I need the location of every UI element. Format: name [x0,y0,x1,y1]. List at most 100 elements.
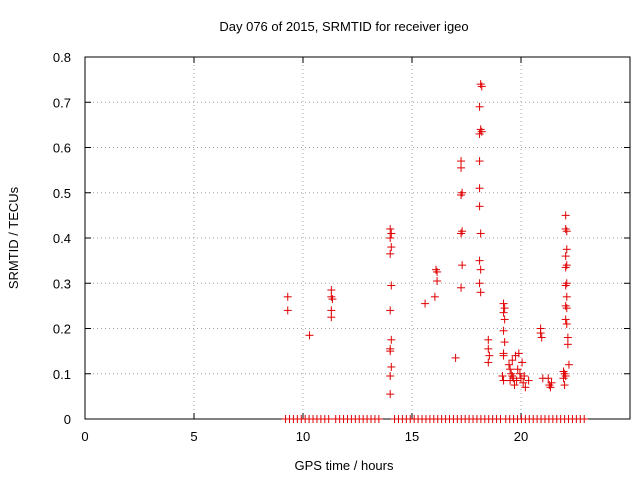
data-point [327,292,336,301]
data-point [433,276,442,285]
data-point [327,306,336,315]
data-point [386,372,395,381]
data-point [477,82,486,91]
data-point [563,340,572,349]
data-point [506,365,515,374]
data-point [386,234,395,242]
data-point [475,184,484,193]
data-point [476,288,485,297]
data-point [564,360,573,369]
data-point [484,335,493,344]
y-tick-label: 0.5 [53,186,71,201]
data-point [562,279,571,288]
x-axis-label: GPS time / hours [295,458,394,473]
data-point [457,229,466,238]
x-tick-label: 10 [296,429,310,444]
data-point [387,229,396,238]
data-point [505,360,514,369]
baseline-point [324,415,333,423]
data-point [500,315,509,324]
data-point [499,308,508,317]
data-point [387,362,396,371]
data-point [507,369,516,378]
data-point [431,265,440,274]
data-point [477,127,486,136]
data-point [386,306,395,315]
data-point [521,383,530,392]
data-point [458,261,467,270]
data-point [561,211,570,220]
y-tick-label: 0.8 [53,50,71,65]
data-point [283,292,292,301]
data-point [386,249,395,258]
data-point [457,283,466,292]
data-point [458,188,467,197]
x-tick-label: 20 [514,429,528,444]
data-point [475,202,484,211]
data-point [485,351,494,360]
data-point [475,279,484,288]
data-point [514,349,523,358]
data-point [484,344,493,353]
data-point [524,376,533,385]
data-point [475,129,484,138]
y-axis-label: SRMTID / TECUs [6,186,21,289]
data-point [562,227,571,236]
data-point [476,229,485,238]
y-tick-label: 0.6 [53,141,71,156]
data-point [387,335,396,344]
data-point [518,358,527,367]
data-point [560,381,569,390]
data-point [476,80,485,89]
x-tick-label: 0 [81,429,88,444]
data-point [484,358,493,367]
data-point [386,347,395,356]
data-point [457,163,466,172]
data-point [475,157,484,166]
y-tick-label: 0.1 [53,367,71,382]
chart-title: Day 076 of 2015, SRMTID for receiver ige… [219,19,468,34]
y-tick-label: 0.7 [53,95,71,110]
data-point [500,338,509,347]
data-point [475,102,484,111]
data-point [430,292,439,301]
data-point [499,299,508,308]
data-point [327,286,336,295]
data-point [498,372,507,381]
data-point [387,243,396,252]
data-point [561,315,570,324]
data-point [499,326,508,335]
data-point [520,372,529,381]
data-point [458,227,467,236]
data-point [559,374,568,383]
baseline-point [580,415,589,423]
data-point [327,313,336,322]
data-point [561,281,570,290]
data-point [433,267,442,276]
y-tick-label: 0.2 [53,322,71,337]
data-point [545,381,554,390]
data-point [451,353,460,362]
data-point [560,369,569,378]
data-point [537,333,546,342]
data-point [500,304,509,313]
baseline-point [374,415,383,423]
data-point [562,261,571,270]
data-point [562,319,571,328]
data-point [546,383,555,392]
data-point [562,245,571,254]
axis-ticks: 0 0.1 0.2 0.3 0.4 0.5 0.6 0.7 0.8 0 5 10 15 20 [53,50,630,444]
data-point [563,333,572,342]
data-point [499,351,508,360]
data-point [386,390,395,399]
data-point [506,376,515,385]
data-point [562,304,571,313]
y-tick-label: 0.3 [53,276,71,291]
data-point [536,329,545,338]
y-tick-label: 0.4 [53,231,71,246]
data-point [328,295,337,304]
data-point [561,372,570,381]
data-point [386,224,395,233]
data-point [513,365,522,374]
